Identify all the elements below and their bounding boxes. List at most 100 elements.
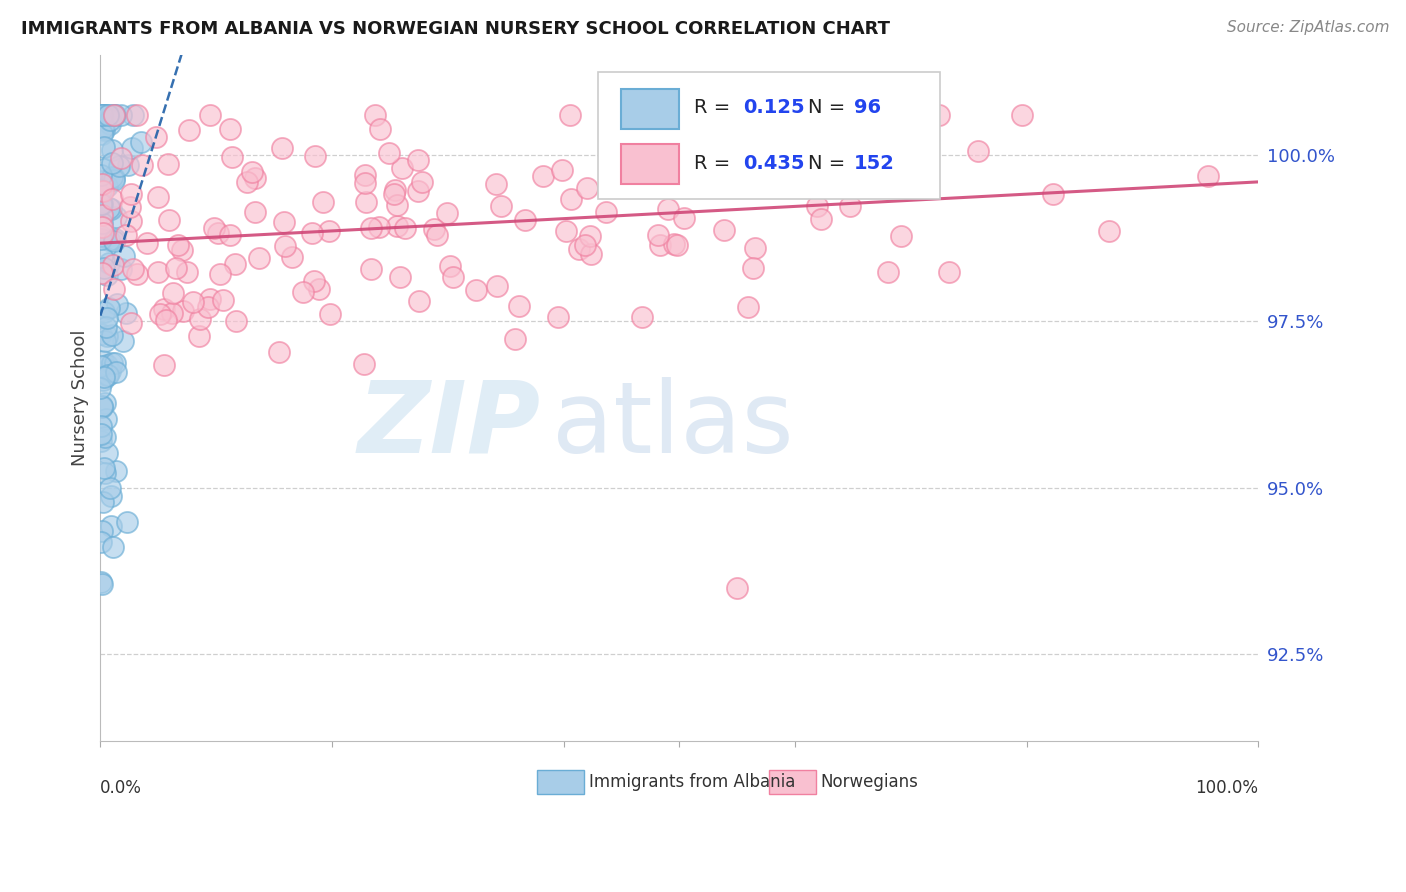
Point bbox=[554, 224, 576, 238]
Point bbox=[121, 108, 143, 122]
Point bbox=[101, 169, 124, 184]
Point bbox=[96, 319, 118, 334]
Point bbox=[547, 310, 569, 325]
Point bbox=[94, 108, 117, 122]
Point bbox=[115, 305, 138, 319]
FancyBboxPatch shape bbox=[621, 89, 679, 129]
Point bbox=[385, 219, 408, 233]
Point bbox=[301, 226, 323, 240]
Point bbox=[167, 237, 190, 252]
Point bbox=[96, 446, 118, 460]
Point bbox=[91, 216, 114, 230]
Point bbox=[1042, 187, 1064, 202]
FancyBboxPatch shape bbox=[537, 770, 585, 795]
Point bbox=[273, 215, 295, 229]
Point bbox=[769, 108, 792, 122]
Point bbox=[90, 168, 112, 182]
Point bbox=[486, 279, 509, 293]
Point bbox=[94, 412, 117, 426]
FancyBboxPatch shape bbox=[599, 72, 941, 199]
Point bbox=[890, 228, 912, 243]
Point bbox=[666, 238, 689, 252]
Point bbox=[112, 249, 135, 263]
Point bbox=[93, 139, 115, 153]
Point bbox=[100, 117, 122, 131]
Point bbox=[91, 399, 114, 413]
Point bbox=[120, 200, 142, 214]
Point bbox=[243, 205, 266, 219]
Point bbox=[360, 261, 382, 276]
Point bbox=[125, 267, 148, 281]
Point bbox=[202, 221, 225, 235]
Point bbox=[1098, 224, 1121, 238]
Point bbox=[90, 426, 112, 441]
Point bbox=[97, 256, 120, 270]
Point bbox=[90, 575, 112, 590]
Point bbox=[96, 179, 118, 194]
Point bbox=[146, 190, 169, 204]
Point bbox=[91, 524, 114, 538]
Point bbox=[513, 213, 536, 227]
Point bbox=[422, 221, 444, 235]
Point bbox=[97, 368, 120, 383]
Point bbox=[98, 233, 121, 247]
Point bbox=[172, 243, 194, 257]
Point bbox=[93, 108, 115, 122]
Point bbox=[236, 174, 259, 188]
Point bbox=[149, 307, 172, 321]
Point bbox=[97, 361, 120, 376]
Point bbox=[197, 301, 219, 315]
Point bbox=[737, 300, 759, 314]
Point bbox=[89, 381, 111, 395]
Point bbox=[709, 108, 731, 122]
Point bbox=[249, 252, 271, 266]
Point bbox=[839, 199, 862, 213]
Point bbox=[967, 145, 990, 159]
Point bbox=[353, 357, 375, 371]
Point bbox=[441, 269, 464, 284]
Point bbox=[673, 211, 696, 225]
Point bbox=[318, 224, 340, 238]
Text: Source: ZipAtlas.com: Source: ZipAtlas.com bbox=[1226, 20, 1389, 35]
Text: 152: 152 bbox=[855, 154, 896, 173]
Point bbox=[155, 313, 177, 327]
Point bbox=[928, 108, 950, 122]
Y-axis label: Nursery School: Nursery School bbox=[72, 330, 89, 467]
Point bbox=[103, 172, 125, 186]
Point bbox=[508, 299, 530, 313]
Point bbox=[406, 153, 429, 167]
Point bbox=[90, 229, 112, 244]
Point bbox=[93, 430, 115, 444]
Point bbox=[465, 283, 488, 297]
Point bbox=[439, 260, 461, 274]
Text: N =: N = bbox=[808, 154, 852, 173]
Point bbox=[240, 165, 263, 179]
Point bbox=[291, 285, 314, 299]
Point bbox=[1011, 108, 1033, 122]
Text: R =: R = bbox=[695, 98, 737, 118]
Point bbox=[806, 199, 828, 213]
Point bbox=[353, 177, 375, 191]
Point bbox=[281, 250, 304, 264]
Point bbox=[104, 108, 127, 122]
Point bbox=[735, 112, 758, 127]
Point bbox=[153, 302, 176, 317]
Point bbox=[377, 145, 399, 160]
Point bbox=[104, 211, 127, 225]
Point bbox=[93, 123, 115, 137]
Point bbox=[858, 161, 880, 176]
Text: IMMIGRANTS FROM ALBANIA VS NORWEGIAN NURSERY SCHOOL CORRELATION CHART: IMMIGRANTS FROM ALBANIA VS NORWEGIAN NUR… bbox=[21, 20, 890, 37]
Text: ZIP: ZIP bbox=[357, 377, 540, 474]
Point bbox=[354, 168, 377, 182]
Point bbox=[177, 123, 200, 137]
Point bbox=[91, 185, 114, 199]
Point bbox=[225, 314, 247, 328]
Point bbox=[157, 157, 180, 171]
Point bbox=[90, 419, 112, 434]
Point bbox=[810, 212, 832, 227]
Text: 100.0%: 100.0% bbox=[1195, 779, 1258, 797]
Point bbox=[94, 466, 117, 480]
Point bbox=[90, 231, 112, 245]
Point bbox=[579, 246, 602, 260]
Point bbox=[408, 294, 430, 309]
